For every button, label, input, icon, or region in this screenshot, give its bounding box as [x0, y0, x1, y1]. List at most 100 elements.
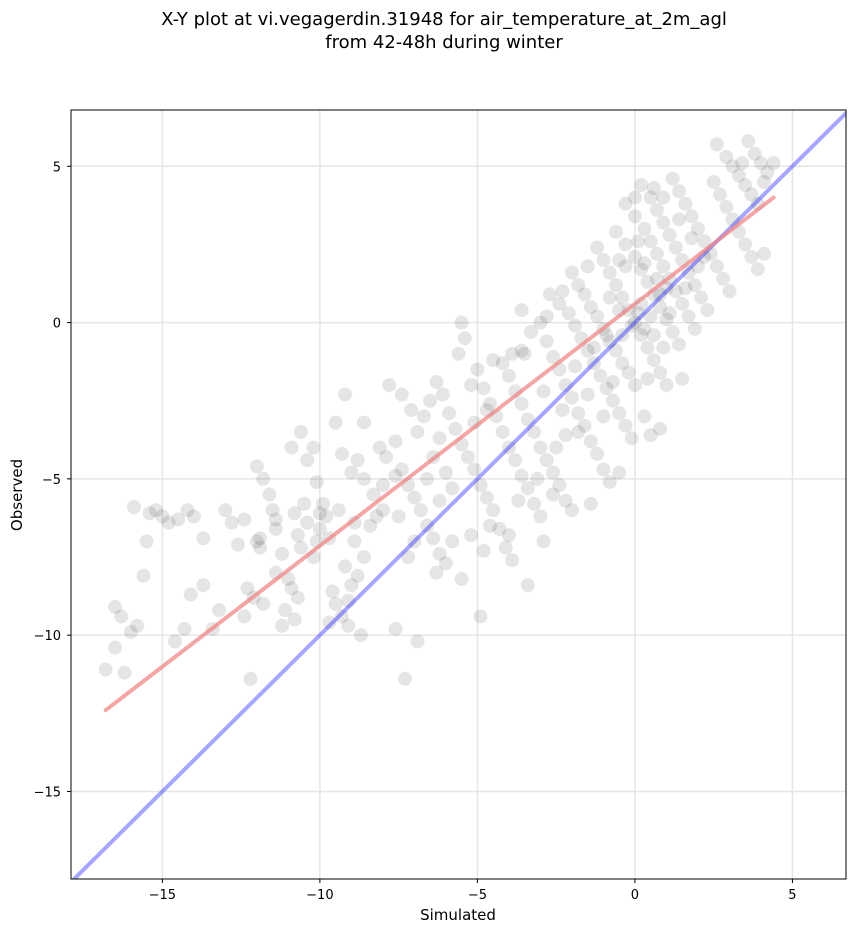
data-point: [114, 609, 129, 624]
data-point: [183, 587, 198, 602]
y-axis-label: Observed: [8, 459, 26, 531]
data-point: [602, 290, 617, 305]
data-point: [539, 334, 554, 349]
data-point: [612, 253, 627, 268]
data-point: [738, 237, 753, 252]
data-point: [757, 246, 772, 261]
data-point: [139, 534, 154, 549]
data-point: [123, 625, 138, 640]
data-point: [306, 440, 321, 455]
data-point: [637, 256, 652, 271]
data-point: [290, 590, 305, 605]
data-point: [523, 324, 538, 339]
data-point: [719, 199, 734, 214]
data-point: [442, 406, 457, 421]
data-point: [328, 415, 343, 430]
data-point: [479, 490, 494, 505]
data-point: [445, 481, 460, 496]
data-point: [284, 581, 299, 596]
data-point: [700, 303, 715, 318]
data-point: [130, 618, 145, 633]
data-point: [753, 156, 768, 171]
data-point: [404, 403, 419, 418]
data-point: [659, 312, 674, 327]
data-point: [684, 231, 699, 246]
data-point: [432, 493, 447, 508]
data-point: [520, 578, 535, 593]
data-point: [561, 306, 576, 321]
data-point: [322, 615, 337, 630]
data-point: [457, 331, 472, 346]
data-point: [738, 178, 753, 193]
data-point: [495, 356, 510, 371]
data-point: [196, 578, 211, 593]
y-tick-label: −10: [34, 629, 61, 644]
data-point: [410, 424, 425, 439]
data-point: [558, 378, 573, 393]
data-point: [681, 309, 696, 324]
data-point: [659, 378, 674, 393]
data-point: [690, 221, 705, 236]
data-point: [363, 518, 378, 533]
data-point: [627, 315, 642, 330]
data-point: [656, 215, 671, 230]
data-point: [297, 496, 312, 511]
data-point: [546, 349, 561, 364]
data-point: [149, 503, 164, 518]
data-point: [388, 621, 403, 636]
data-point: [580, 343, 595, 358]
data-point: [161, 515, 176, 530]
data-point: [341, 593, 356, 608]
data-point: [293, 540, 308, 555]
data-point: [401, 550, 416, 565]
data-point: [672, 212, 687, 227]
data-point: [640, 371, 655, 386]
fit-line: [103, 195, 776, 713]
data-point: [413, 503, 428, 518]
data-point: [643, 428, 658, 443]
data-point: [735, 156, 750, 171]
data-point: [542, 287, 557, 302]
chart-title-line1: X-Y plot at vi.vegagerdin.31948 for air_…: [161, 9, 727, 30]
data-point: [656, 340, 671, 355]
data-point: [256, 471, 271, 486]
data-point: [300, 453, 315, 468]
data-point: [514, 303, 529, 318]
data-point: [501, 528, 516, 543]
data-point: [344, 465, 359, 480]
data-point: [347, 515, 362, 530]
data-point: [369, 509, 384, 524]
data-point: [646, 353, 661, 368]
data-point: [249, 534, 264, 549]
y-tick-label: 0: [53, 317, 61, 332]
data-point: [643, 234, 658, 249]
chart-title-line2: from 42-48h during winter: [325, 32, 563, 53]
data-point: [612, 465, 627, 480]
data-point: [454, 571, 469, 586]
data-point: [237, 609, 252, 624]
data-point: [533, 315, 548, 330]
y-axis-ticks: −15 −10 −5 0 5: [34, 160, 71, 800]
data-point: [108, 640, 123, 655]
data-point: [527, 496, 542, 511]
data-point: [394, 387, 409, 402]
data-point: [568, 359, 583, 374]
data-point: [356, 550, 371, 565]
data-point: [328, 596, 343, 611]
x-tick-label: 0: [631, 888, 639, 903]
data-point: [284, 440, 299, 455]
data-point: [539, 309, 554, 324]
data-point: [514, 396, 529, 411]
data-point: [237, 512, 252, 527]
data-point: [741, 134, 756, 149]
x-tick-label: 5: [788, 888, 796, 903]
data-point: [293, 424, 308, 439]
data-point: [649, 246, 664, 261]
data-point: [678, 281, 693, 296]
x-tick-label: −15: [149, 888, 176, 903]
data-point: [486, 353, 501, 368]
data-point: [583, 434, 598, 449]
data-point: [618, 259, 633, 274]
data-point: [675, 296, 690, 311]
